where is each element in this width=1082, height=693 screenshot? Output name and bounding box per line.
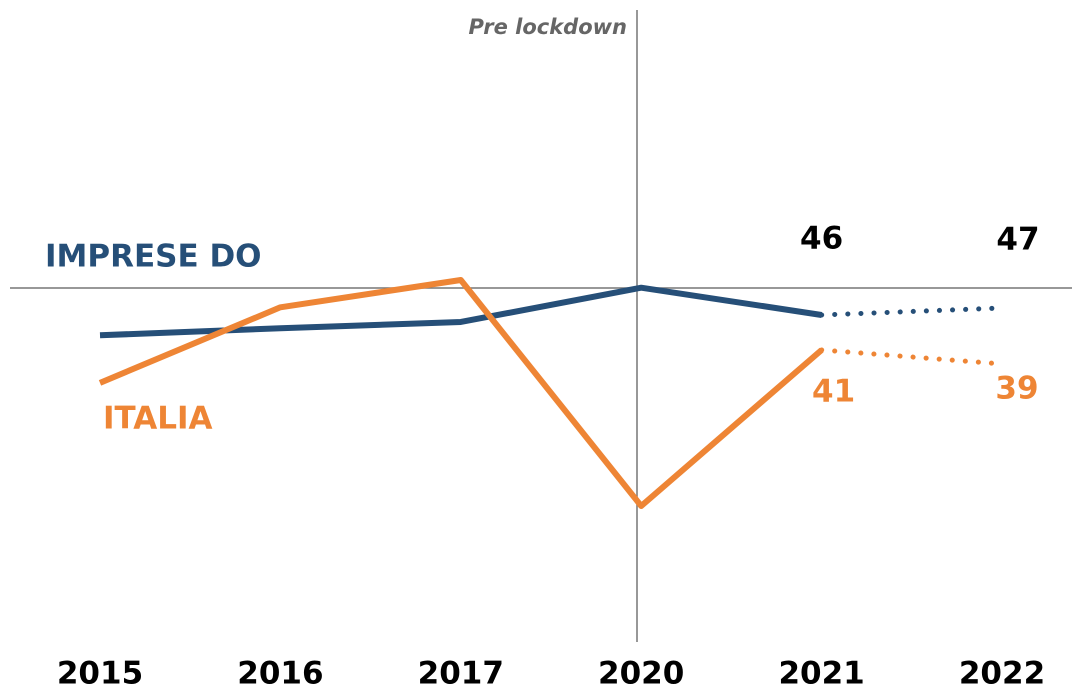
x-tick-label: 2017 <box>418 656 504 692</box>
forecast-line <box>819 347 1005 367</box>
data-label: 46 <box>800 220 843 256</box>
x-tick-label: 2022 <box>959 656 1045 692</box>
x-tick-label: 2015 <box>57 656 143 692</box>
series-label: ITALIA <box>103 401 213 437</box>
data-label: 47 <box>996 221 1039 257</box>
data-label: 39 <box>995 370 1038 406</box>
x-tick-label: 2020 <box>598 656 684 692</box>
line <box>98 277 824 509</box>
series-label: IMPRESE DO <box>45 239 262 275</box>
line <box>99 284 823 339</box>
x-tick-label: 2016 <box>237 656 323 692</box>
data-label: 41 <box>812 373 855 409</box>
x-tick-label: 2021 <box>778 656 864 692</box>
annotation: Pre lockdown <box>468 15 627 39</box>
forecast-line <box>819 305 1005 318</box>
